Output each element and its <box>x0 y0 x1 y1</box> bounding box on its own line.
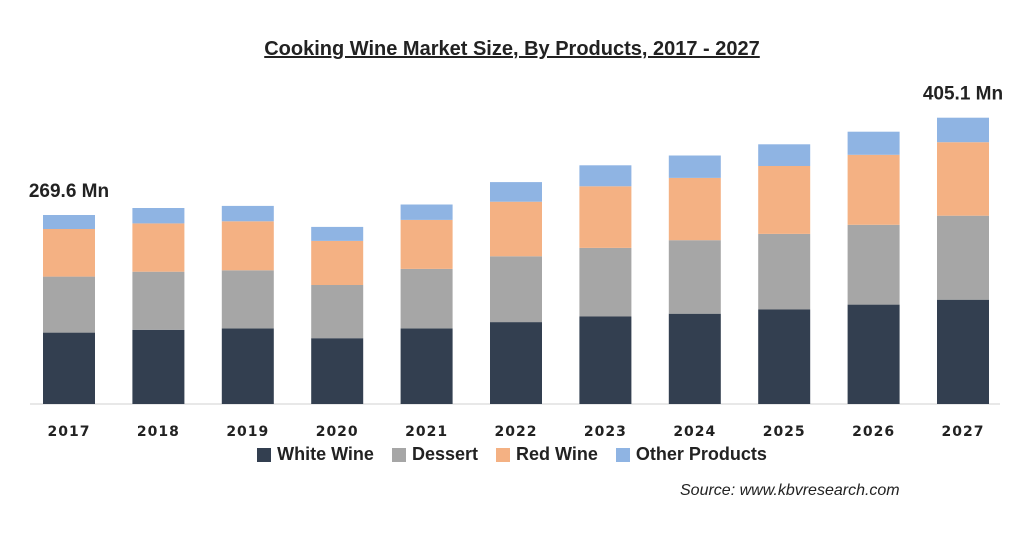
x-tick-label: 2019 <box>226 424 269 440</box>
bar-segment-other-products-2022 <box>490 182 542 202</box>
stacked-bar-chart: 2017 2018 2019 2020 2021 2022 2023 2024 2025 2026… <box>29 84 1003 440</box>
bar-segment-dessert-2020 <box>311 285 364 339</box>
bar-segment-dessert-2024 <box>668 240 721 314</box>
bar-segment-white-wine-2024 <box>668 313 721 404</box>
legend-label: Dessert <box>411 444 478 464</box>
bar-segment-white-wine-2020 <box>311 338 364 404</box>
bar-segment-other-products-2025 <box>758 144 811 166</box>
legend-item-other-products: Other Products <box>615 444 767 465</box>
legend-item-white-wine: White Wine <box>257 444 374 465</box>
bar-segment-white-wine-2025 <box>758 309 811 404</box>
bar-segment-white-wine-2019 <box>221 328 274 404</box>
bar-segment-dessert-2027 <box>937 215 989 300</box>
x-tick-label: 2021 <box>405 424 448 440</box>
bar-segment-dessert-2017 <box>43 276 95 333</box>
bar-segment-white-wine-2021 <box>400 328 453 404</box>
bar-segment-white-wine-2018 <box>132 329 185 404</box>
x-tick-label: 2018 <box>137 424 180 440</box>
bar-segment-dessert-2021 <box>400 268 453 329</box>
bar-segment-white-wine-2026 <box>847 304 900 404</box>
bar-segment-red-wine-2023 <box>579 186 632 248</box>
source-note: Source: www.kbvresearch.com <box>680 482 900 499</box>
bar-segment-red-wine-2018 <box>132 223 185 272</box>
x-tick-label: 2027 <box>942 424 985 440</box>
legend-swatch <box>391 447 406 462</box>
bar-segment-dessert-2022 <box>490 256 542 323</box>
bar-segment-red-wine-2019 <box>221 221 274 271</box>
bar-segment-dessert-2023 <box>579 247 632 317</box>
bar-segment-red-wine-2021 <box>400 219 453 269</box>
legend-item-dessert: Dessert <box>391 444 478 465</box>
legend-swatch <box>496 447 510 462</box>
legend: White Wine Dessert Red Wine Other Produc… <box>0 444 1024 465</box>
bar-segment-white-wine-2022 <box>490 322 542 404</box>
bar-segment-white-wine-2017 <box>43 332 95 404</box>
bar-segment-other-products-2021 <box>400 204 453 220</box>
bar-segment-other-products-2019 <box>221 205 274 222</box>
total-annotation-2017: 269.6 Mn <box>29 181 109 202</box>
bar-segment-red-wine-2017 <box>43 229 95 277</box>
bar-segment-dessert-2019 <box>221 270 274 329</box>
x-tick-label: 2024 <box>673 424 716 440</box>
x-tick-label: 2020 <box>316 424 359 440</box>
x-tick-label: 2023 <box>584 424 627 440</box>
bar-segment-white-wine-2023 <box>579 316 632 404</box>
bar-segment-red-wine-2020 <box>311 240 364 285</box>
bar-segment-red-wine-2025 <box>758 166 811 234</box>
bar-segment-other-products-2018 <box>132 208 185 224</box>
legend-label: Red Wine <box>516 444 598 464</box>
x-tick-label: 2022 <box>495 424 538 440</box>
bar-segment-dessert-2026 <box>847 224 900 305</box>
legend-swatch <box>257 447 272 462</box>
bar-segment-other-products-2017 <box>43 215 95 229</box>
x-tick-label: 2017 <box>48 424 91 440</box>
total-annotation-2027: 405.1 Mn <box>923 84 1003 105</box>
bar-segment-white-wine-2027 <box>937 299 989 404</box>
bar-segment-other-products-2027 <box>937 117 989 143</box>
legend-swatch <box>615 447 630 462</box>
bar-segment-red-wine-2027 <box>937 142 989 216</box>
legend-label: White Wine <box>277 444 374 464</box>
legend-label: Other Products <box>635 444 767 464</box>
legend-item-red-wine: Red Wine <box>496 444 598 465</box>
bar-segment-red-wine-2026 <box>847 154 900 225</box>
bar-segment-other-products-2020 <box>311 226 364 241</box>
bar-segment-red-wine-2024 <box>668 177 721 241</box>
bar-segment-dessert-2018 <box>132 271 185 330</box>
bar-segment-red-wine-2022 <box>490 201 542 257</box>
bar-segment-dessert-2025 <box>758 233 811 310</box>
bar-segment-other-products-2026 <box>847 131 900 155</box>
x-tick-label: 2026 <box>852 424 895 440</box>
x-tick-label: 2025 <box>763 424 806 440</box>
bar-segment-other-products-2024 <box>668 155 721 178</box>
chart-title: Cooking Wine Market Size, By Products, 2… <box>264 38 760 60</box>
bar-segment-other-products-2023 <box>579 165 632 187</box>
